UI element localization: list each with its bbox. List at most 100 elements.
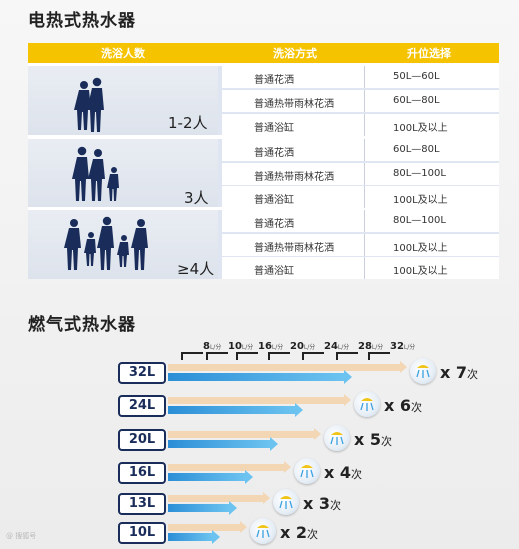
capacity-value: 80L—100L xyxy=(393,168,446,179)
capacity-label-13L: 13L xyxy=(118,493,166,515)
shower-count: x 4次 xyxy=(324,463,363,482)
scale-tick-8: 8L/分 xyxy=(203,341,222,352)
flow-bar xyxy=(168,437,278,451)
max-flow-bar xyxy=(168,492,270,504)
cell-divider xyxy=(364,257,365,279)
flow-bar xyxy=(168,530,220,544)
family-three-icon xyxy=(72,146,119,201)
bath-mode: 普通花洒 xyxy=(254,75,294,86)
bath-mode: 普通热带雨林花洒 xyxy=(254,172,334,183)
group-people-cell: ≥4人 xyxy=(28,210,218,279)
bath-mode: 普通花洒 xyxy=(254,219,294,230)
bath-mode: 普通浴缸 xyxy=(254,195,294,206)
capacity-value: 100L及以上 xyxy=(393,195,448,206)
table-row: 普通浴缸 100L及以上 xyxy=(222,186,499,208)
scale-bracket xyxy=(368,352,390,360)
scale-unit: L/分 xyxy=(371,344,384,351)
scale-tick-16: 16L/分 xyxy=(258,341,284,352)
electric-title: 电热式热水器 xyxy=(28,11,136,31)
scale-bracket xyxy=(268,352,290,360)
shower-icon xyxy=(324,425,350,451)
cell-divider xyxy=(364,114,365,136)
scale-unit: L/分 xyxy=(303,344,316,351)
flow-bar xyxy=(168,470,253,484)
bath-mode: 普通浴缸 xyxy=(254,123,294,134)
capacity-value: 60L—80L xyxy=(393,95,440,106)
table-row: 普通花洒 60L—80L xyxy=(222,139,499,161)
bath-mode: 普通热带雨林花洒 xyxy=(254,243,334,254)
shower-count: x 3次 xyxy=(303,494,342,513)
header-capacity: 升位选择 xyxy=(407,47,451,60)
shower-icon xyxy=(410,358,436,384)
bath-mode: 普通浴缸 xyxy=(254,266,294,277)
flow-bar xyxy=(168,403,303,417)
group-people-cell: 3人 xyxy=(28,139,218,207)
max-flow-bar xyxy=(168,394,351,406)
capacity-label-24L: 24L xyxy=(118,395,166,417)
capacity-label-20L: 20L xyxy=(118,429,166,451)
cell-divider xyxy=(364,90,365,112)
people-count-3: 3人 xyxy=(184,189,209,207)
scale-unit: L/分 xyxy=(403,344,416,351)
max-flow-bar xyxy=(168,428,321,440)
max-flow-bar xyxy=(168,521,247,533)
gas-title: 燃气式热水器 xyxy=(28,315,136,335)
group-1-2-people: 1-2人 普通花洒 50L—60L 普通热带雨林花洒 60L—80L 普通浴缸 … xyxy=(28,66,499,136)
shower-count: x 7次 xyxy=(440,363,479,382)
shower-count: x 6次 xyxy=(384,396,423,415)
bath-mode: 普通热带雨林花洒 xyxy=(254,99,334,110)
scale-unit: L/分 xyxy=(337,344,350,351)
scale-bracket xyxy=(236,352,258,360)
scale-tick-28: 28L/分 xyxy=(358,341,384,352)
cell-divider xyxy=(364,139,365,161)
capacity-label-10L: 10L xyxy=(118,522,166,544)
shower-count: x 2次 xyxy=(280,523,319,542)
table-row: 普通热带雨林花洒 80L—100L xyxy=(222,163,499,185)
capacity-value: 100L及以上 xyxy=(393,266,448,277)
shower-icon xyxy=(294,458,320,484)
max-flow-bar xyxy=(168,361,407,373)
scale-bracket xyxy=(336,352,358,360)
capacity-value: 100L及以上 xyxy=(393,243,448,254)
scale-unit: L/分 xyxy=(209,344,222,351)
electric-table: 洗浴人数 洗浴方式 升位选择 1-2人 普通花洒 50L—60L 普通热带雨林花… xyxy=(28,43,499,279)
capacity-value: 50L—60L xyxy=(393,71,440,82)
capacity-value: 80L—100L xyxy=(393,215,446,226)
capacity-label-16L: 16L xyxy=(118,462,166,484)
group-people-cell: 1-2人 xyxy=(28,66,218,135)
group-4-plus-people: ≥4人 普通花洒 80L—100L 普通热带雨林花洒 100L及以上 普通浴缸 … xyxy=(28,210,499,279)
capacity-value: 100L及以上 xyxy=(393,123,448,134)
bath-mode: 普通花洒 xyxy=(254,148,294,159)
table-row: 普通花洒 50L—60L xyxy=(222,66,499,88)
cell-divider xyxy=(364,163,365,185)
cell-divider xyxy=(364,210,365,232)
table-row: 普通花洒 80L—100L xyxy=(222,210,499,232)
shower-icon xyxy=(354,391,380,417)
shower-icon xyxy=(250,518,276,544)
scale-tick-20: 20L/分 xyxy=(290,341,316,352)
scale-tick-32: 32L/分 xyxy=(390,341,416,352)
scale-tick-24: 24L/分 xyxy=(324,341,350,352)
header-people: 洗浴人数 xyxy=(101,47,145,60)
header-mode: 洗浴方式 xyxy=(273,47,317,60)
scale-unit: L/分 xyxy=(271,344,284,351)
scale-tick-10: 10L/分 xyxy=(228,341,254,352)
people-count-1: 1-2人 xyxy=(168,114,208,132)
scale-bracket xyxy=(206,352,228,360)
table-row: 普通热带雨林花洒 100L及以上 xyxy=(222,234,499,256)
scale-bracket xyxy=(181,352,203,360)
shower-count: x 5次 xyxy=(354,430,393,449)
family-couple-icon xyxy=(74,77,104,132)
capacity-label-32L: 32L xyxy=(118,362,166,384)
people-count-4-plus: ≥4人 xyxy=(177,260,215,278)
scale-unit: L/分 xyxy=(241,344,254,351)
group-3-people: 3人 普通花洒 60L—80L 普通热带雨林花洒 80L—100L 普通浴缸 1… xyxy=(28,139,499,208)
max-flow-bar xyxy=(168,461,291,473)
capacity-value: 60L—80L xyxy=(393,144,440,155)
cell-divider xyxy=(364,234,365,256)
cell-divider xyxy=(364,66,365,88)
cell-divider xyxy=(364,186,365,208)
family-large-icon xyxy=(64,216,148,270)
table-row: 普通热带雨林花洒 60L—80L xyxy=(222,90,499,112)
flow-bar xyxy=(168,501,237,515)
